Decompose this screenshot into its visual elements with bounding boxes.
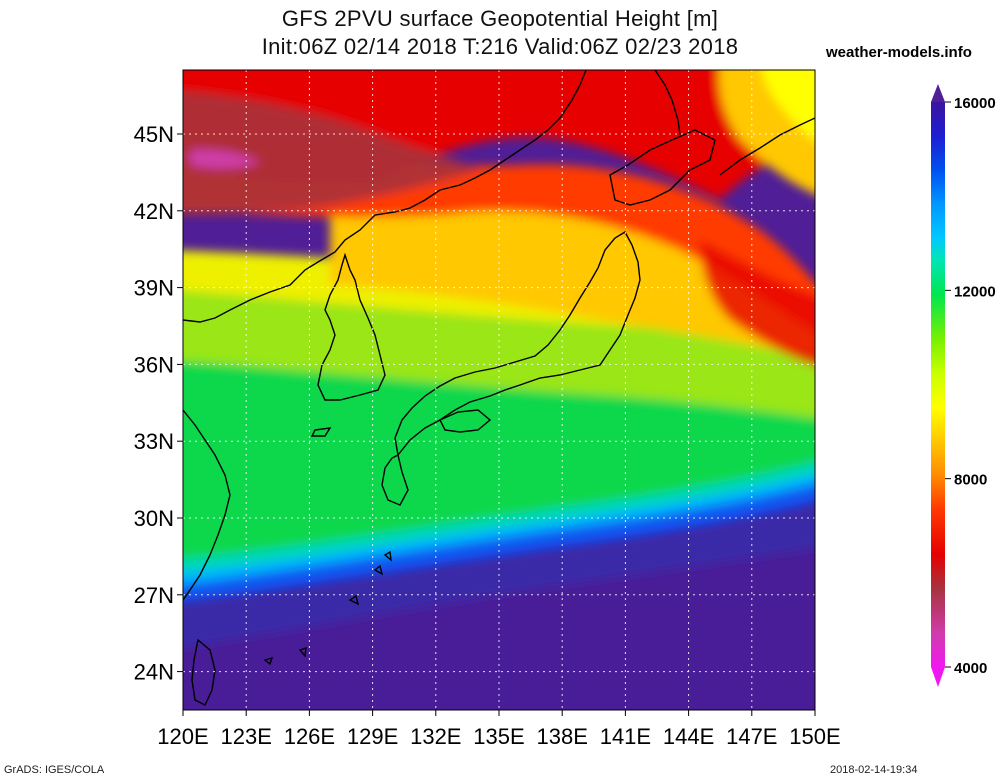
colorbar-scale [931,102,945,667]
footer-credit: GrADS: IGES/COLA [4,764,104,776]
colorbar-label: 16000 [954,95,996,112]
lon-label: 132E [410,724,461,749]
lat-label: 42N [134,199,174,224]
colorbar-min-arrow [931,667,945,687]
lat-label: 30N [134,506,174,531]
lat-label: 45N [134,122,174,147]
colorbar-label: 8000 [954,472,987,489]
lat-label: 33N [134,429,174,454]
colorbar-labels: 16000 12000 8000 4000 [945,95,996,677]
lon-label: 147E [726,724,777,749]
lon-label: 144E [663,724,714,749]
lon-label: 150E [789,724,840,749]
latitude-labels: 45N 42N 39N 36N 33N 30N 27N 24N [134,122,183,685]
colorbar-max-arrow [931,84,945,102]
lon-label: 138E [537,724,588,749]
colorbar-label: 4000 [954,660,987,677]
lon-label: 123E [221,724,272,749]
colorbar-label: 12000 [954,283,996,300]
lon-label: 126E [284,724,335,749]
lon-label: 135E [473,724,524,749]
lat-label: 36N [134,352,174,377]
lat-label: 27N [134,583,174,608]
lon-label: 129E [347,724,398,749]
lon-label: 120E [157,724,208,749]
longitude-labels: 120E 123E 126E 129E 132E 135E 138E 141E 144E 147E… [157,710,840,749]
footer-timestamp: 2018-02-14-19:34 [830,764,917,776]
colorbar: 16000 12000 8000 4000 [931,84,996,687]
lon-label: 141E [600,724,651,749]
lat-label: 24N [134,660,174,685]
lat-label: 39N [134,276,174,301]
